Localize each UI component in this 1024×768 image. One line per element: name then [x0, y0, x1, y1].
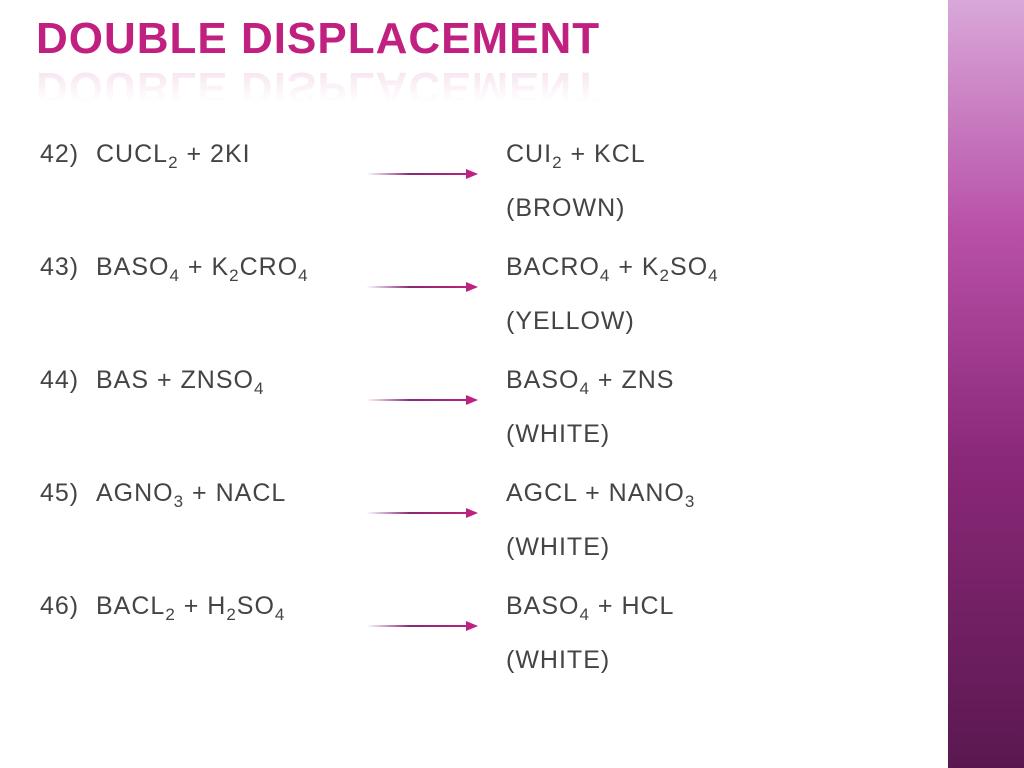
arrow-cell — [366, 366, 506, 408]
reaction-number: 43) — [40, 253, 96, 282]
gradient-sidebar — [948, 0, 1024, 768]
products: BASO4 + ZNS — [506, 366, 920, 399]
products: BACRO4 + K2SO4 — [506, 253, 920, 286]
products: CUI2 + KCL — [506, 140, 920, 173]
note-row: (WHITE) — [40, 533, 920, 562]
arrow-cell — [366, 479, 506, 521]
reactions-list: 42) CUCL2 + 2KI CUI2 + KCL (BROWN) 43) B… — [40, 140, 920, 675]
reaction-arrow-icon — [366, 625, 476, 627]
reaction-number: 46) — [40, 592, 96, 621]
reactants: AGNO3 + NACL — [96, 479, 366, 512]
note-row: (BROWN) — [40, 194, 920, 223]
reactants: BAS + ZNSO4 — [96, 366, 366, 399]
products: AGCL + NANO3 — [506, 479, 920, 512]
reactants: CUCL2 + 2KI — [96, 140, 366, 173]
arrow-cell — [366, 140, 506, 182]
products: BASO4 + HCL — [506, 592, 920, 625]
reaction-number: 45) — [40, 479, 96, 508]
reaction-row: 43) BASO4 + K2CRO4 BACRO4 + K2SO4 — [40, 253, 920, 295]
product-note: (WHITE) — [506, 646, 610, 675]
reaction-number: 42) — [40, 140, 96, 169]
reaction-arrow-icon — [366, 173, 476, 175]
reaction-arrow-icon — [366, 286, 476, 288]
reaction-row: 42) CUCL2 + 2KI CUI2 + KCL — [40, 140, 920, 182]
note-row: (WHITE) — [40, 646, 920, 675]
reactants: BASO4 + K2CRO4 — [96, 253, 366, 286]
arrow-cell — [366, 253, 506, 295]
product-note: (YELLOW) — [506, 307, 635, 336]
reactants: BACL2 + H2SO4 — [96, 592, 366, 625]
note-row: (WHITE) — [40, 420, 920, 449]
product-note: (WHITE) — [506, 420, 610, 449]
reaction-arrow-icon — [366, 512, 476, 514]
product-note: (BROWN) — [506, 194, 625, 223]
product-note: (WHITE) — [506, 533, 610, 562]
reaction-row: 44) BAS + ZNSO4 BASO4 + ZNS — [40, 366, 920, 408]
slide-title: DOUBLE DISPLACEMENT — [36, 14, 600, 64]
reaction-row: 45) AGNO3 + NACL AGCL + NANO3 — [40, 479, 920, 521]
note-row: (YELLOW) — [40, 307, 920, 336]
reaction-number: 44) — [40, 366, 96, 395]
reaction-row: 46) BACL2 + H2SO4 BASO4 + HCL — [40, 592, 920, 634]
reaction-arrow-icon — [366, 399, 476, 401]
slide-title-reflection: DOUBLE DISPLACEMENT — [36, 62, 600, 112]
arrow-cell — [366, 592, 506, 634]
